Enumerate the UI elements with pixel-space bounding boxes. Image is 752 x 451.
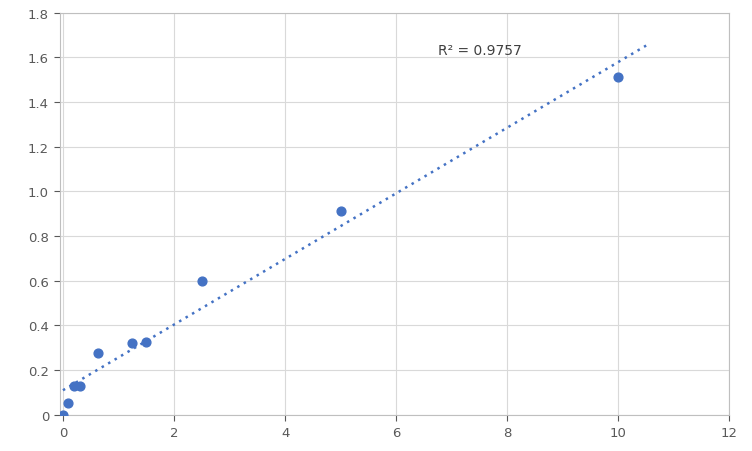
Point bbox=[92, 350, 104, 357]
Point bbox=[68, 382, 80, 390]
Point bbox=[126, 340, 138, 347]
Point bbox=[74, 382, 86, 390]
Point bbox=[335, 208, 347, 216]
Text: R² = 0.9757: R² = 0.9757 bbox=[438, 44, 522, 58]
Point bbox=[62, 399, 74, 406]
Point bbox=[196, 277, 208, 285]
Point bbox=[140, 339, 152, 346]
Point bbox=[57, 411, 69, 419]
Point bbox=[612, 74, 624, 82]
